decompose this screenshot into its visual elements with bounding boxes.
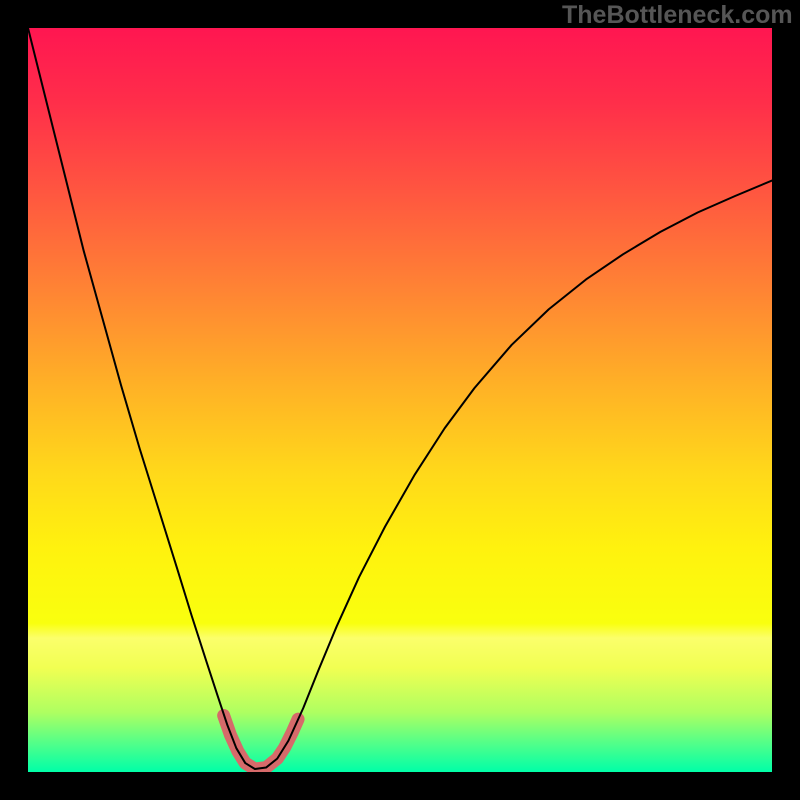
- chart-plot-area: [28, 28, 772, 772]
- watermark-text: TheBottleneck.com: [562, 1, 793, 30]
- chart-background: [28, 28, 772, 772]
- chart-svg: [28, 28, 772, 772]
